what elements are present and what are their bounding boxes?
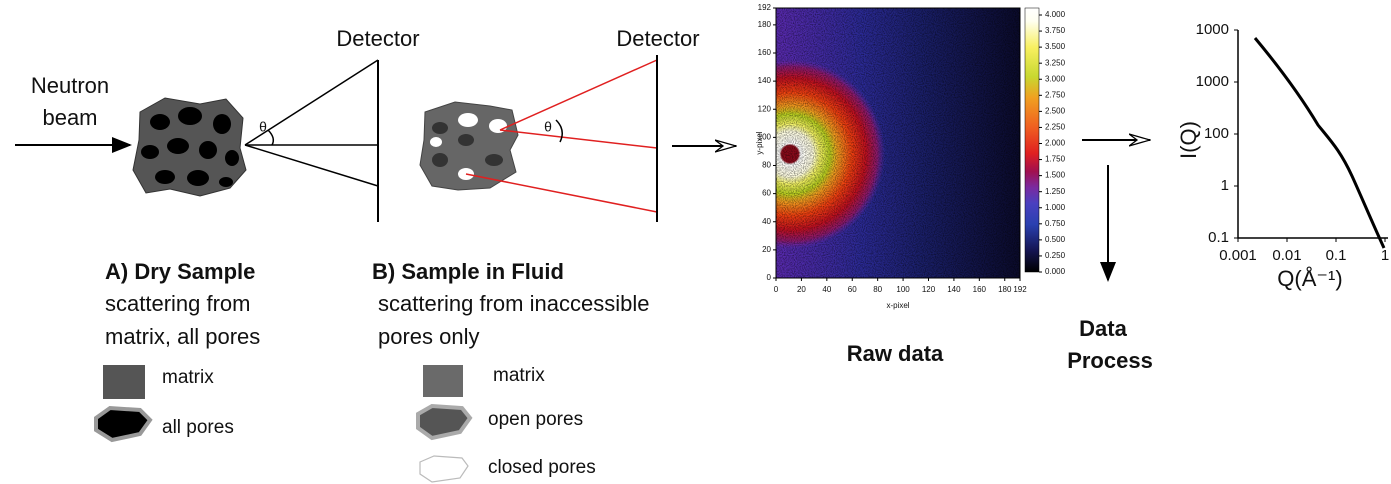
pore-swatch <box>96 408 150 440</box>
x-axis-label: x-pixel <box>886 301 909 310</box>
panel-title: B) Sample in Fluid <box>372 259 564 284</box>
fluid-sample <box>420 102 518 190</box>
y-tick-label: 0.1 <box>1208 229 1229 246</box>
matrix-swatch <box>423 365 463 397</box>
y-tick-label: 100 <box>1204 125 1229 142</box>
panel-title: A) Dry Sample <box>105 259 255 284</box>
x-tick-label: 0.01 <box>1272 247 1301 264</box>
y-tick-label: 40 <box>762 217 771 226</box>
figure: Neutron beam θ Detector θ Detector 0 20 <box>0 0 1391 484</box>
process-label: Data <box>1079 316 1127 341</box>
open-pore-swatch <box>418 406 470 438</box>
y-tick-label: 192 <box>758 3 772 12</box>
colorbar-tick-label: 0.750 <box>1045 219 1066 228</box>
colorbar-tick-label: 2.000 <box>1045 139 1066 148</box>
dry-sample <box>133 98 246 196</box>
x-tick-label: 100 <box>896 285 910 294</box>
y-tick-label: 20 <box>762 245 771 254</box>
colorbar-tick-label: 1.000 <box>1045 203 1066 212</box>
angle: θ <box>544 119 552 135</box>
colorbar <box>1025 8 1039 272</box>
angle: θ <box>259 119 267 135</box>
y-tick-label: 0 <box>767 273 772 282</box>
colorbar-tick-label: 3.250 <box>1045 58 1066 67</box>
detector-label: Detector <box>616 26 699 51</box>
x-tick-label: 20 <box>797 285 806 294</box>
raw-data-title: Raw data <box>847 341 944 366</box>
legend-label: all pores <box>162 417 234 438</box>
caption: scattering from <box>105 291 251 316</box>
y-tick-label: 1000 <box>1196 21 1229 38</box>
y-axis-label: I(Q) <box>1176 121 1201 159</box>
colorbar-tick-label: 1.250 <box>1045 187 1066 196</box>
colorbar-tick-label: 1.500 <box>1045 171 1066 180</box>
colorbar-tick-label: 2.250 <box>1045 123 1066 132</box>
x-tick-label: 0.1 <box>1326 247 1347 264</box>
x-tick-label: 192 <box>1013 285 1027 294</box>
matrix-swatch <box>103 365 145 399</box>
y-tick-label: 140 <box>758 76 772 85</box>
colorbar-tick-label: 3.500 <box>1045 42 1066 51</box>
process-label: Process <box>1067 348 1153 373</box>
x-tick-label: 0 <box>774 285 779 294</box>
y-axis-label: y-pixel <box>755 131 764 154</box>
caption: matrix, all pores <box>105 324 260 349</box>
colorbar-tick-label: 0.500 <box>1045 235 1066 244</box>
legend-label: open pores <box>488 409 583 430</box>
y-tick-label: 160 <box>758 48 772 57</box>
colorbar-tick-label: 0.000 <box>1045 267 1066 276</box>
x-tick-label: 140 <box>947 285 961 294</box>
closed-pore-swatch <box>420 456 468 482</box>
legend-label: closed pores <box>488 457 596 478</box>
x-axis-label: Q(Å⁻¹) <box>1277 266 1342 291</box>
colorbar-tick-label: 3.750 <box>1045 26 1066 35</box>
beam-label: beam <box>42 105 97 130</box>
legend-label: matrix <box>493 365 545 386</box>
x-tick-label: 180 <box>998 285 1012 294</box>
caption: pores only <box>378 324 480 349</box>
y-tick-label: 1000 <box>1196 73 1229 90</box>
x-tick-label: 120 <box>922 285 936 294</box>
beam-label: Neutron <box>31 73 109 98</box>
scattering-curve <box>1255 38 1384 248</box>
x-tick-label: 0.001 <box>1219 247 1257 264</box>
y-tick-label: 1 <box>1221 177 1229 194</box>
y-tick-label: 180 <box>758 20 772 29</box>
y-tick-label: 120 <box>758 104 772 113</box>
heatmap <box>695 8 1020 278</box>
y-tick-label: 80 <box>762 161 771 170</box>
colorbar-tick-label: 3.000 <box>1045 74 1066 83</box>
detector-label: Detector <box>336 26 419 51</box>
colorbar-tick-label: 1.750 <box>1045 155 1066 164</box>
colorbar-tick-label: 0.250 <box>1045 251 1066 260</box>
x-tick-label: 40 <box>822 285 831 294</box>
scatter-lines <box>245 60 378 222</box>
x-tick-label: 160 <box>973 285 987 294</box>
colorbar-tick-label: 2.500 <box>1045 106 1066 115</box>
legend-label: matrix <box>162 367 214 388</box>
angle-arc <box>556 120 562 142</box>
y-tick-label: 60 <box>762 189 771 198</box>
caption: scattering from inaccessible <box>378 291 649 316</box>
x-tick-label: 1 <box>1381 247 1389 264</box>
x-tick-label: 60 <box>848 285 857 294</box>
x-tick-label: 80 <box>873 285 882 294</box>
colorbar-tick-label: 4.000 <box>1045 10 1066 19</box>
colorbar-tick-label: 2.750 <box>1045 90 1066 99</box>
